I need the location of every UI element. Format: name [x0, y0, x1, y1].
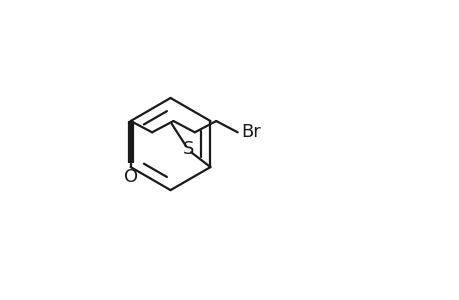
Text: O: O	[123, 168, 137, 186]
Text: S: S	[182, 140, 193, 158]
Text: Br: Br	[241, 123, 260, 141]
